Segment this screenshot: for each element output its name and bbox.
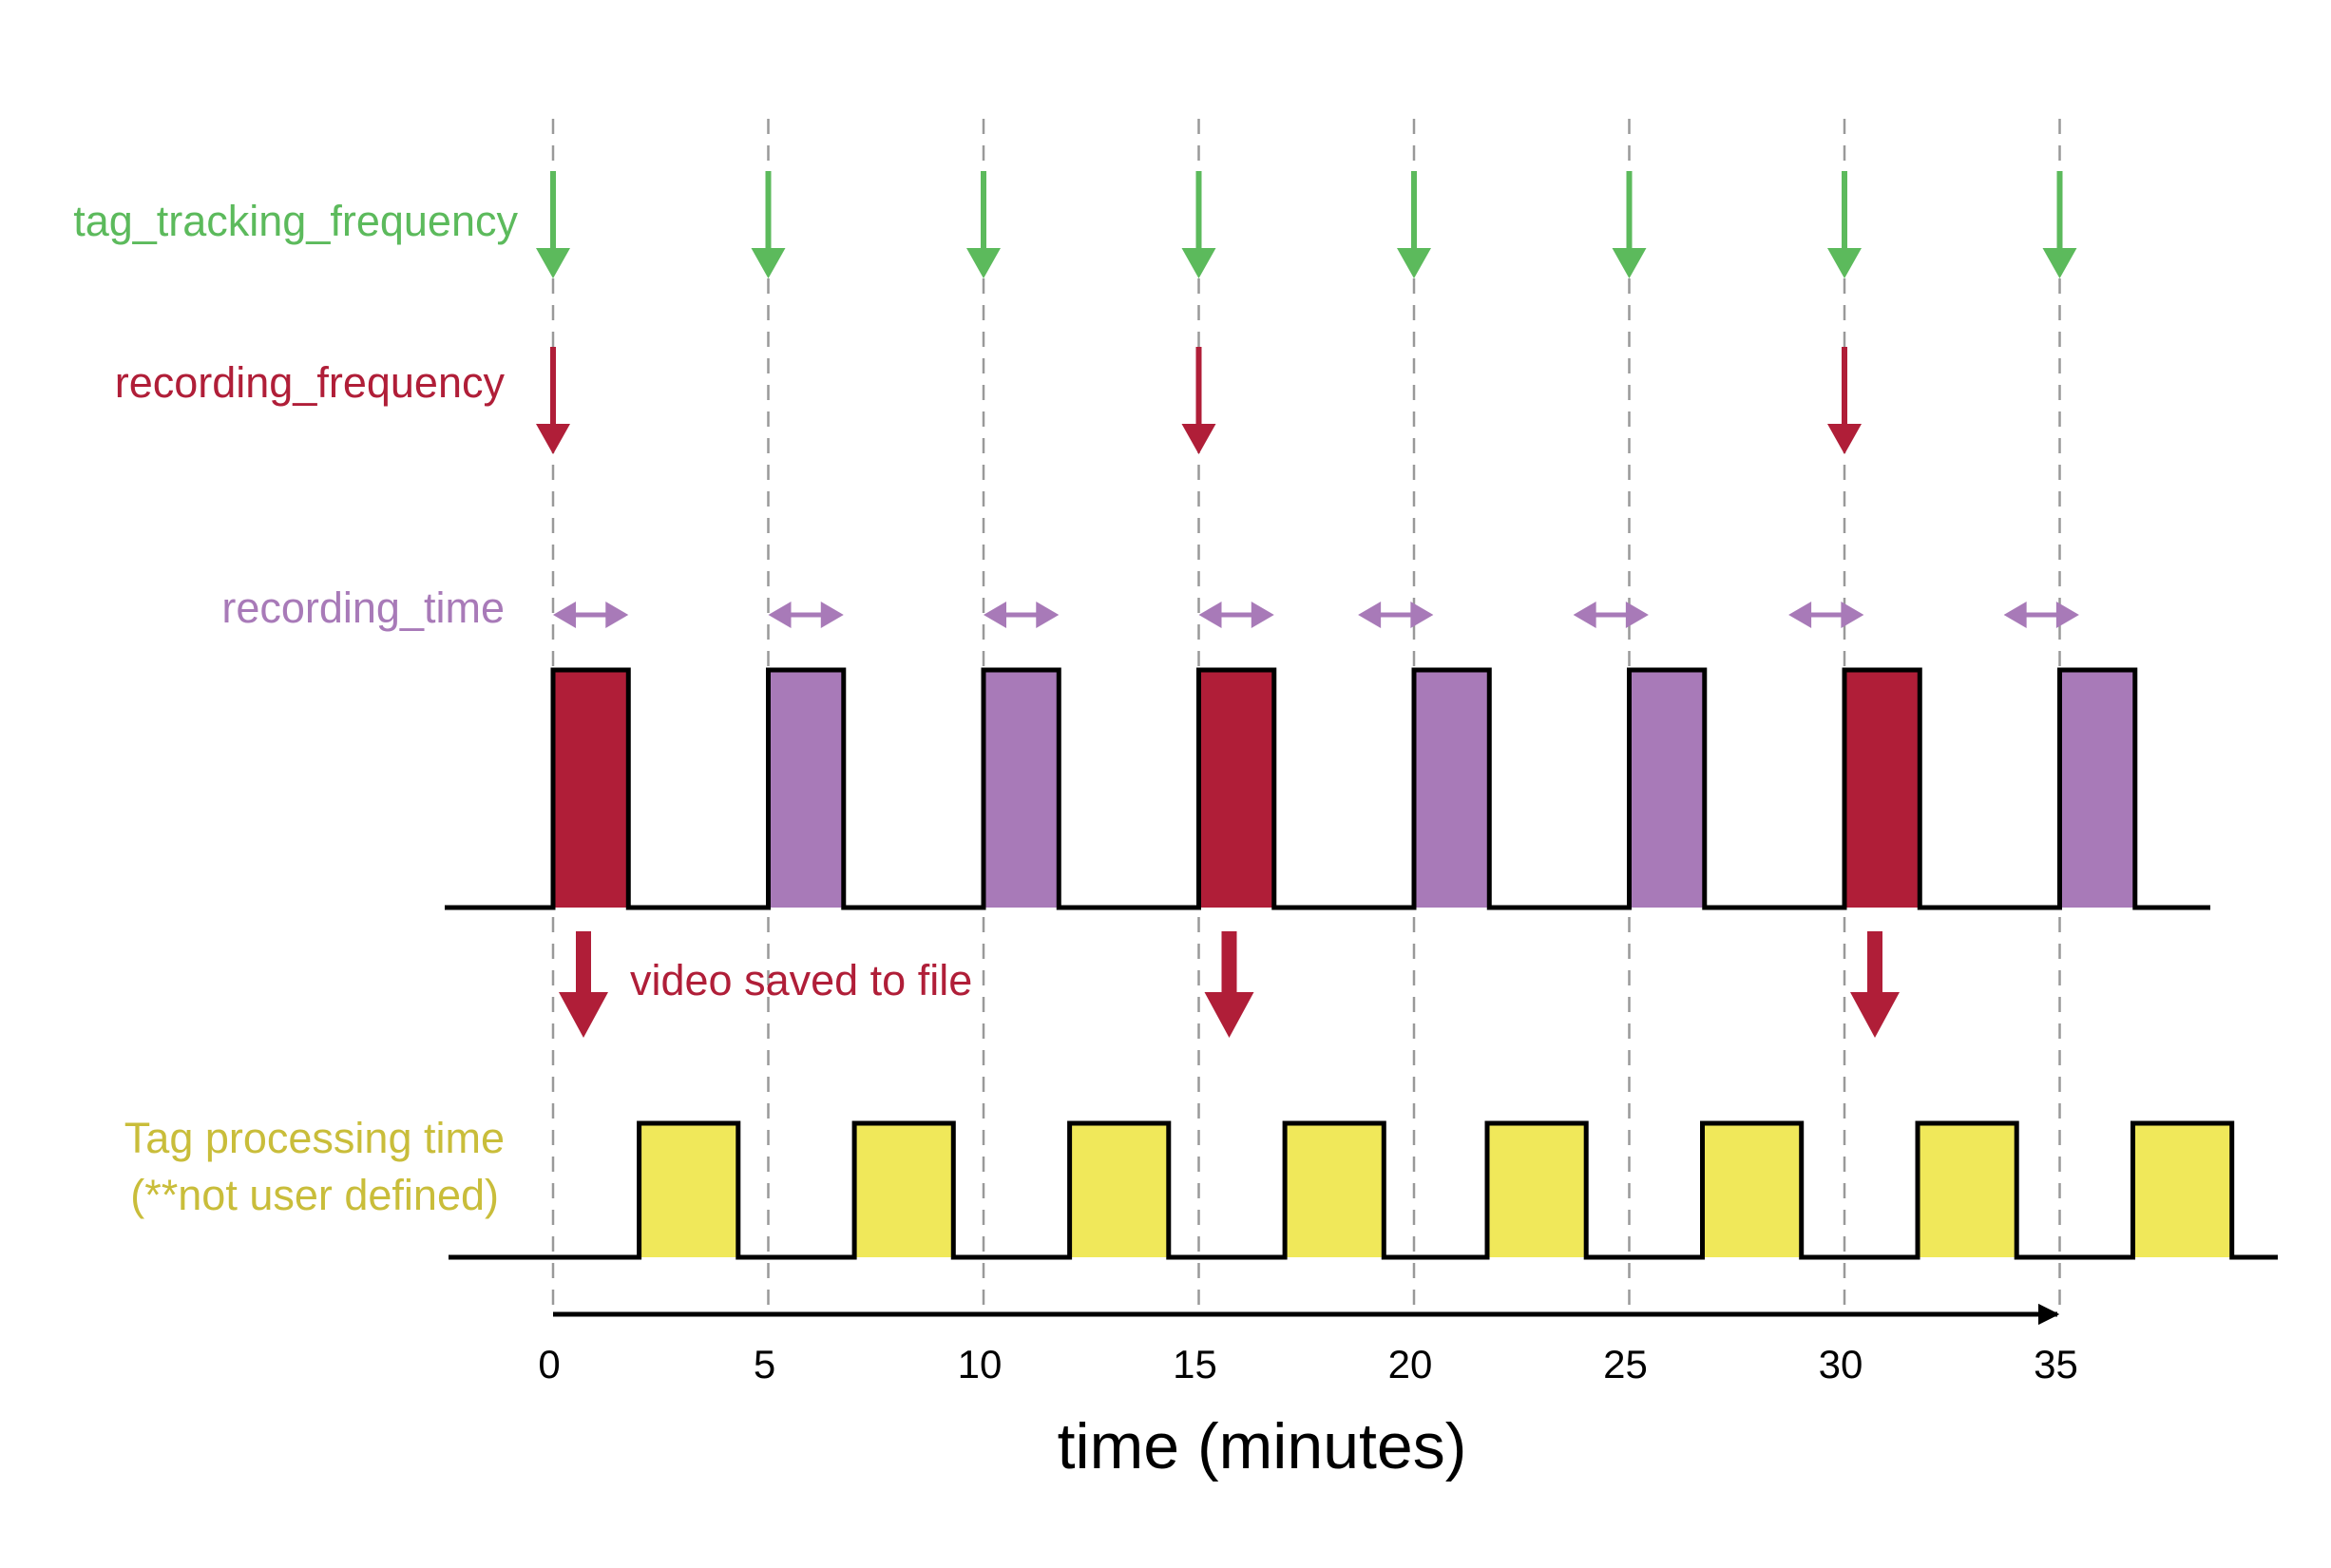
tracking-arrow — [2042, 171, 2077, 278]
recording-time-arrow-left-head — [768, 602, 792, 628]
tracking-arrow-head — [966, 248, 1001, 278]
recording-time-arrow-right-head — [1410, 602, 1434, 628]
processing-pulse — [639, 1123, 738, 1257]
processing-pulse — [854, 1123, 954, 1257]
tick-label: 10 — [958, 1342, 1003, 1386]
tracking-arrow-head — [1181, 248, 1216, 278]
tracking-arrow — [1612, 171, 1647, 278]
tracking-arrow — [1181, 171, 1216, 278]
recording-time-arrow — [2003, 602, 2079, 628]
recording-time-arrow-right-head — [820, 602, 844, 628]
tracking-arrow-head — [1827, 248, 1862, 278]
tick-labels: 0 5 10 15 20 25 30 35 — [538, 1342, 2078, 1386]
tracking-arrow-head — [1397, 248, 1431, 278]
tracking-pulse — [1629, 670, 1705, 908]
recording-time-arrow-right-head — [605, 602, 629, 628]
processing-pulse — [2132, 1123, 2232, 1257]
tracking-arrows — [536, 171, 2077, 278]
recording-time-arrow-left-head — [1788, 602, 1812, 628]
tracking-arrow — [1827, 171, 1862, 278]
tracking-arrow-head — [751, 248, 786, 278]
recording-time-arrow-left-head — [553, 602, 576, 628]
recording-time-arrow-right-head — [1251, 602, 1274, 628]
tracking-arrow — [966, 171, 1001, 278]
video-saved-arrow-head — [1850, 992, 1900, 1038]
recording-pulse — [553, 670, 629, 908]
processing-label-line1: Tag processing time — [124, 1114, 505, 1162]
tick-label: 5 — [754, 1342, 775, 1386]
recording-arrows — [536, 347, 1862, 454]
recording-time-arrow — [1573, 602, 1649, 628]
recording-arrow-head — [1181, 424, 1216, 454]
recording-time-label: recording_time — [221, 583, 505, 632]
processing-pulse — [1702, 1123, 1802, 1257]
video-saved-label: video saved to file — [630, 956, 972, 1004]
tracking-arrow — [536, 171, 570, 278]
recording-arrow — [1827, 347, 1862, 454]
tracking-arrow-head — [536, 248, 570, 278]
recording-arrow-head — [536, 424, 570, 454]
video-saved-arrow-head — [559, 992, 608, 1038]
recording-pulses — [445, 667, 2210, 910]
recording-time-arrow-right-head — [1625, 602, 1649, 628]
processing-pulses — [449, 1120, 2278, 1260]
tracking-arrow-head — [2042, 248, 2077, 278]
recording-time-arrow-right-head — [1841, 602, 1864, 628]
tick-label: 0 — [538, 1342, 560, 1386]
recording-time-arrow — [1198, 602, 1274, 628]
processing-label-line2: (**not user defined) — [130, 1171, 499, 1219]
tracking-arrow — [751, 171, 786, 278]
recording-time-arrow-left-head — [984, 602, 1006, 628]
tick-label: 25 — [1603, 1342, 1648, 1386]
recording-arrow-head — [1827, 424, 1862, 454]
tick-label: 15 — [1173, 1342, 1217, 1386]
recording-waveform — [445, 667, 2210, 910]
tracking-pulse — [1414, 670, 1490, 908]
recording-time-arrow — [553, 602, 629, 628]
tick-label: 30 — [1819, 1342, 1863, 1386]
recording-time-arrow-right-head — [1036, 602, 1060, 628]
recording-frequency-label: recording_frequency — [115, 358, 506, 407]
recording-time-arrow-left-head — [1573, 602, 1596, 628]
recording-arrow — [536, 347, 570, 454]
tracking-pulse — [2059, 670, 2135, 908]
processing-pulse — [1918, 1123, 2017, 1257]
axis-title: time (minutes) — [1058, 1410, 1467, 1482]
recording-time-arrow-left-head — [1198, 602, 1222, 628]
processing-pulse — [1069, 1123, 1169, 1257]
video-saved-arrows — [559, 931, 1900, 1038]
recording-time-arrow — [768, 602, 844, 628]
tracking-pulse — [984, 670, 1060, 908]
recording-time-arrow-right-head — [2055, 602, 2079, 628]
recording-pulse — [1844, 670, 1920, 908]
video-saved-arrow — [1204, 931, 1254, 1038]
recording-time-arrow-left-head — [2003, 602, 2027, 628]
processing-pulse — [1487, 1123, 1587, 1257]
tracking-label: tag_tracking_frequency — [73, 197, 518, 245]
recording-time-arrows — [553, 602, 2079, 628]
processing-waveform — [449, 1120, 2278, 1260]
recording-time-arrow — [1788, 602, 1864, 628]
tick-label: 20 — [1388, 1342, 1433, 1386]
tracking-pulse — [768, 670, 844, 908]
tracking-arrow-head — [1612, 248, 1647, 278]
recording-time-arrow-left-head — [1358, 602, 1382, 628]
video-saved-arrow — [559, 931, 608, 1038]
recording-time-arrow — [1358, 602, 1434, 628]
video-saved-arrow — [1850, 931, 1900, 1038]
recording-time-arrow — [984, 602, 1060, 628]
processing-pulse — [1285, 1123, 1385, 1257]
recording-arrow — [1181, 347, 1216, 454]
tick-label: 35 — [2034, 1342, 2078, 1386]
tracking-arrow — [1397, 171, 1431, 278]
recording-pulse — [1198, 670, 1274, 908]
video-saved-arrow-head — [1204, 992, 1254, 1038]
